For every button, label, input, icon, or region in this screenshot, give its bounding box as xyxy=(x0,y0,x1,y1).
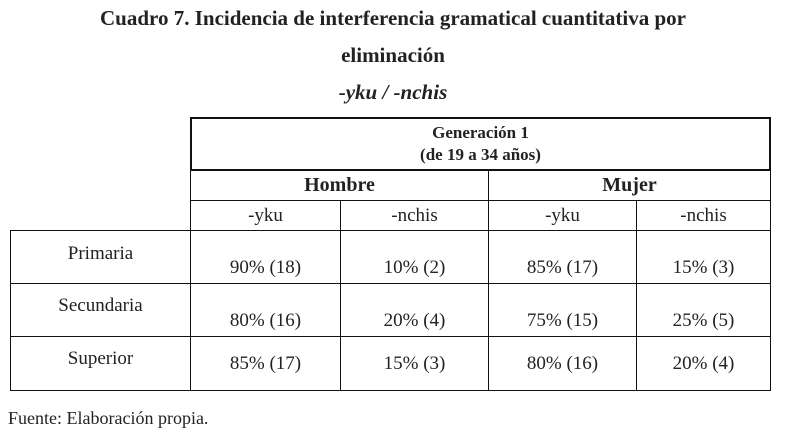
data-cell-text: 10% (2) xyxy=(383,257,446,278)
row-label-text: Superior xyxy=(67,348,134,369)
gender-header: Mujer xyxy=(488,170,771,201)
group-header-text: (de 19 a 34 años) xyxy=(420,145,541,164)
data-cell-text: 20% (4) xyxy=(383,310,446,331)
data-cell-text: 80% (16) xyxy=(526,352,599,374)
data-cell-text: 80% (16) xyxy=(229,310,302,331)
data-cell-text: 25% (5) xyxy=(672,310,735,331)
data-cell-text: 20% (4) xyxy=(672,352,735,374)
row-label: Secundaria xyxy=(10,283,191,337)
data-cell-text: 85% (17) xyxy=(526,257,599,278)
sub-header: -nchis xyxy=(636,200,771,231)
subtitle: -yku / -nchis xyxy=(338,80,448,104)
title-line: eliminación xyxy=(341,43,445,67)
sub-header: -nchis xyxy=(340,200,489,231)
data-cell: 90% (18) xyxy=(190,230,341,284)
sub-header-text: -yku xyxy=(545,204,580,226)
source-note: Fuente: Elaboración propia. xyxy=(8,408,209,428)
data-cell: 80% (16) xyxy=(190,283,341,337)
gender-header: Hombre xyxy=(190,170,489,201)
row-label: Primaria xyxy=(10,230,191,284)
row-label-text: Primaria xyxy=(67,243,134,264)
data-cell: 15% (3) xyxy=(340,336,489,391)
sub-header-text: -nchis xyxy=(391,204,438,226)
data-cell: 75% (15) xyxy=(488,283,637,337)
data-cell-text: 15% (3) xyxy=(383,352,446,374)
data-cell: 15% (3) xyxy=(636,230,771,284)
sub-header: -yku xyxy=(190,200,341,231)
data-cell-text: 90% (18) xyxy=(229,257,302,278)
data-cell: 20% (4) xyxy=(340,283,489,337)
row-label: Superior xyxy=(10,336,191,391)
data-cell: 25% (5) xyxy=(636,283,771,337)
data-cell: 80% (16) xyxy=(488,336,637,391)
row-label-text: Secundaria xyxy=(58,295,143,316)
sub-header-text: -yku xyxy=(248,204,283,226)
gender-header-text: Mujer xyxy=(602,174,657,196)
group-header-text: Generación 1 xyxy=(432,123,529,142)
gender-header-text: Hombre xyxy=(304,174,375,196)
sub-header-text: -nchis xyxy=(680,204,727,226)
data-cell: 20% (4) xyxy=(636,336,771,391)
data-cell: 85% (17) xyxy=(190,336,341,391)
group-header: Generación 1 (de 19 a 34 años) xyxy=(190,117,771,171)
data-cell: 85% (17) xyxy=(488,230,637,284)
data-cell: 10% (2) xyxy=(340,230,489,284)
sub-header: -yku xyxy=(488,200,637,231)
data-cell-text: 75% (15) xyxy=(526,310,599,331)
title-line: Cuadro 7. Incidencia de interferencia gr… xyxy=(100,6,686,30)
data-cell-text: 15% (3) xyxy=(672,257,735,278)
data-cell-text: 85% (17) xyxy=(229,352,302,374)
